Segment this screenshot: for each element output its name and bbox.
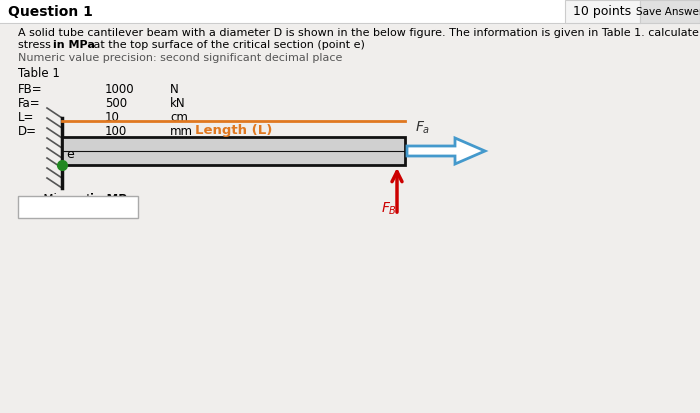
Text: cm: cm (170, 111, 188, 124)
Text: L=: L= (18, 111, 34, 124)
Text: e: e (66, 148, 74, 161)
Text: 100: 100 (105, 125, 127, 138)
Text: stress: stress (18, 40, 55, 50)
Text: 10 points: 10 points (573, 5, 631, 19)
Text: mm: mm (170, 125, 193, 138)
Text: Length (L): Length (L) (195, 124, 272, 137)
Bar (62, 137, 405, 165)
Text: $F_B$: $F_B$ (381, 201, 397, 217)
Bar (0, 0, 700, 23)
Bar (18, 196, 138, 218)
Text: D=: D= (18, 125, 37, 138)
Text: 500: 500 (105, 97, 127, 110)
Text: A solid tube cantilever beam with a diameter D is shown in the below figure. The: A solid tube cantilever beam with a diam… (18, 28, 700, 38)
Text: Question 1: Question 1 (8, 5, 93, 19)
Text: Fa=: Fa= (18, 97, 41, 110)
Text: Table 1: Table 1 (18, 67, 60, 80)
Text: 10: 10 (105, 111, 120, 124)
Text: in MPa: in MPa (90, 193, 134, 206)
Text: kN: kN (170, 97, 186, 110)
Text: von Mises stress: von Mises stress (18, 193, 119, 206)
Text: 1000: 1000 (105, 83, 134, 96)
Text: FB=: FB= (18, 83, 43, 96)
Text: Numeric value precision: second significant decimal place: Numeric value precision: second signific… (18, 53, 342, 63)
Text: at the top surface of the critical section (point e): at the top surface of the critical secti… (90, 40, 365, 50)
Text: N: N (170, 83, 178, 96)
Bar (565, 0, 640, 23)
Text: Save Answer: Save Answer (636, 7, 700, 17)
Polygon shape (407, 138, 485, 164)
Text: in MPa: in MPa (53, 40, 95, 50)
Text: $F_a$: $F_a$ (415, 120, 430, 136)
Bar (640, 0, 700, 23)
